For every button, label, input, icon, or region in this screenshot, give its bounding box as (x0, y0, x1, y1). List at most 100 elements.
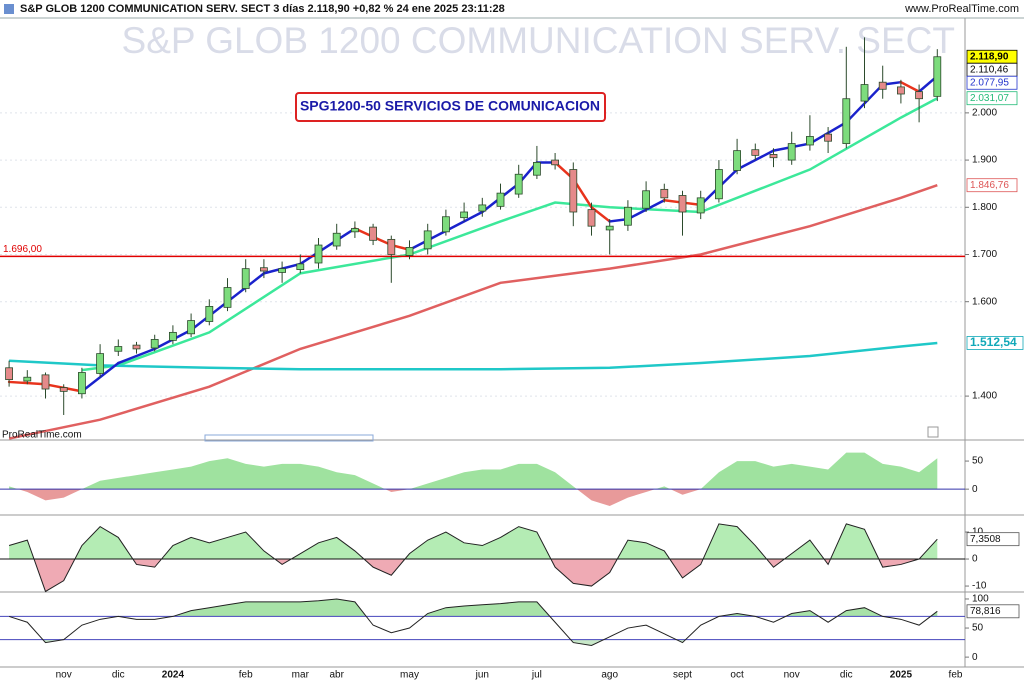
candle-body (168, 331, 177, 341)
candle-body (496, 192, 505, 207)
x-tick-label: 2024 (162, 670, 185, 681)
moving-average-segment (899, 80, 921, 93)
candle-body (59, 387, 68, 392)
candle-body (314, 244, 323, 264)
price-label: 1.846,76 (970, 180, 1009, 191)
moving-average-segment (117, 347, 156, 365)
candle-body (824, 133, 832, 142)
oscillator-area-above (9, 523, 938, 560)
y-tick-label: 1.400 (972, 391, 997, 402)
scrollbar[interactable] (204, 434, 374, 442)
candle-body (769, 154, 778, 159)
candle-body (405, 247, 414, 256)
x-tick-label: feb (239, 670, 253, 681)
candle-body (460, 211, 469, 219)
value-label: 78,816 (970, 606, 1001, 617)
candle-body (806, 136, 814, 146)
candle-body (533, 162, 541, 176)
annotation: SPG1200-50 SERVICIOS DE COMUNICACION (300, 98, 600, 114)
price-label-box (966, 178, 1018, 193)
x-tick-label: jul (531, 670, 542, 681)
candle-body (587, 209, 596, 227)
candle-body (23, 376, 32, 382)
y-tick-label: -10 (972, 581, 987, 592)
candle-body (387, 238, 396, 255)
candle-body (660, 188, 669, 199)
oscillator-line (8, 598, 938, 647)
candle-body (696, 197, 705, 214)
x-tick-label: dic (840, 670, 853, 681)
candle-body (842, 98, 851, 144)
y-tick-label: 50 (972, 623, 984, 634)
app-icon (4, 4, 14, 14)
candle-body (41, 374, 50, 390)
value-label: 7,3508 (970, 534, 1001, 545)
x-tick-label: oct (730, 670, 744, 681)
candle-body (278, 268, 287, 273)
annotation-box (295, 92, 606, 122)
candle-body (332, 232, 341, 247)
oscillator-line (8, 523, 938, 593)
candle-body (678, 195, 687, 213)
marks: 1.400 1.600 1.700 1.800 1.900 2.000 1.696,00 no… (0, 37, 1024, 681)
x-tick-label: dic (112, 670, 125, 681)
x-tick-label: may (400, 670, 419, 681)
watermark: S&P GLOB 1200 COMMUNICATION SERV. SECT (122, 20, 955, 61)
candle-body (441, 216, 450, 233)
oscillator-area-above (172, 598, 938, 617)
candle-body (187, 320, 196, 335)
candle-body (114, 346, 123, 352)
candle-body (733, 150, 741, 171)
candle-body (715, 169, 723, 200)
candle-body (223, 287, 232, 308)
candle-body (423, 230, 432, 250)
x-tick-label: jun (475, 670, 489, 681)
y-tick-label: 1.900 (972, 155, 997, 166)
candle-body (514, 173, 523, 195)
candle-body (205, 306, 214, 322)
candle-body (933, 56, 942, 97)
candle-body (897, 86, 905, 95)
panel-button[interactable] (927, 426, 939, 438)
price-label-box (966, 91, 1018, 106)
candle-body (605, 225, 614, 231)
y-tick-label: 1.600 (972, 296, 997, 307)
candle-body (642, 190, 650, 209)
candle-body (860, 84, 869, 102)
candle-body (350, 228, 359, 233)
candle-body (569, 169, 578, 213)
candle-body (551, 159, 559, 166)
y-tick-label: 2.000 (972, 108, 997, 119)
candle-body (751, 149, 760, 156)
moving-average (81, 97, 938, 372)
x-tick-label: nov (56, 670, 72, 681)
candle-body (96, 353, 104, 374)
candle-body (878, 81, 887, 90)
price-label: 2.077,95 (970, 77, 1009, 88)
candle-body (369, 226, 378, 241)
y-tick-label: 1.700 (972, 249, 997, 260)
candle-body (478, 204, 487, 212)
header-source: www.ProRealTime.com (904, 3, 1019, 15)
moving-average (9, 341, 938, 371)
x-tick-label: mar (292, 670, 310, 681)
credit: ProRealTime.com (2, 430, 82, 441)
moving-average (8, 184, 938, 440)
value-label-box (966, 532, 1020, 547)
y-tick-label: 0 (972, 554, 978, 565)
x-tick-label: feb (949, 670, 963, 681)
candle-body (787, 143, 796, 161)
candle-body (150, 339, 159, 349)
y-tick-label: 0 (972, 652, 978, 663)
x-tick-label: nov (784, 670, 800, 681)
x-tick-label: sept (673, 670, 692, 681)
candle-body (241, 268, 250, 289)
header-title: S&P GLOB 1200 COMMUNICATION SERV. SECT 3… (20, 3, 505, 15)
candle-body (132, 344, 141, 350)
y-tick-label: 100 (972, 594, 989, 605)
horizontal-line-label: 1.696,00 (3, 244, 42, 255)
price-label: 2.118,90 (970, 51, 1009, 62)
candle-body (624, 206, 632, 226)
candle-body (915, 91, 923, 100)
